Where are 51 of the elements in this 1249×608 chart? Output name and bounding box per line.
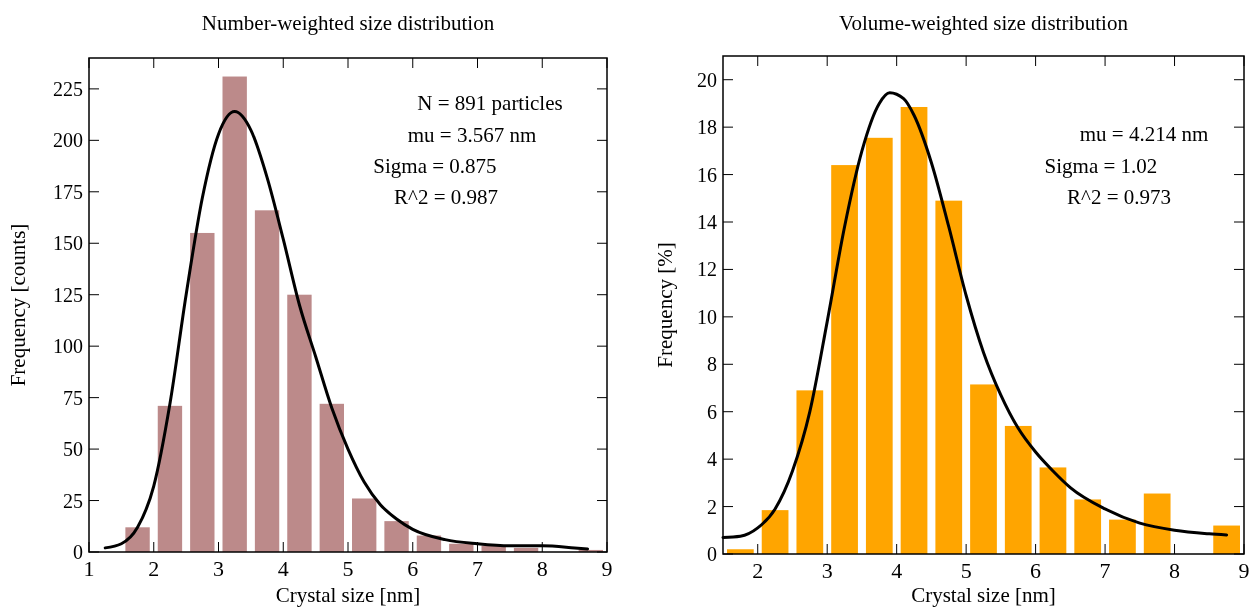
x-tick-label: 9: [1238, 558, 1249, 583]
x-tick-label: 8: [536, 556, 548, 581]
x-tick-label: 2: [752, 558, 764, 583]
x-tick-label: 6: [407, 556, 419, 581]
annotation: N = 891 particles: [417, 91, 563, 115]
y-tick-label: 225: [53, 77, 83, 100]
y-tick-label: 25: [63, 489, 83, 512]
x-tick-label: 4: [891, 558, 903, 583]
x-tick-label: 5: [960, 558, 972, 583]
y-tick-label: 2: [707, 495, 717, 518]
y-tick-label: 100: [53, 335, 83, 358]
y-tick-label: 0: [707, 543, 717, 565]
y-tick-label: 50: [63, 438, 83, 461]
x-axis-title: Crystal size [nm]: [275, 583, 421, 607]
y-tick-label: 10: [697, 305, 717, 328]
y-tick-label: 18: [697, 116, 717, 139]
y-tick-label: 8: [707, 353, 717, 376]
y-tick-label: 4: [707, 448, 717, 471]
x-tick-label: 9: [601, 556, 613, 581]
x-tick-label: 7: [1099, 558, 1111, 583]
annotation: mu = 3.567 nm: [407, 123, 537, 147]
chart-title: Volume-weighted size distribution: [839, 11, 1129, 35]
annotation: mu = 4.214 nm: [1079, 122, 1209, 146]
y-tick-label: 75: [63, 386, 83, 409]
x-axis-title: Crystal size [nm]: [911, 583, 1056, 607]
y-axis-title: Frequency [counts]: [6, 223, 30, 387]
y-tick-label: 14: [697, 211, 717, 233]
annotation: Sigma = 0.875: [373, 154, 497, 178]
x-tick-label: 3: [821, 558, 833, 583]
y-tick-label: 12: [697, 258, 717, 281]
x-tick-label: 6: [1030, 558, 1042, 583]
x-tick-label: 7: [472, 556, 483, 581]
y-tick-label: 6: [707, 400, 717, 423]
annotation: Sigma = 1.02: [1044, 154, 1158, 178]
chart-title: Number-weighted size distribution: [201, 11, 495, 35]
annotation: R^2 = 0.973: [1067, 185, 1171, 209]
annotation: R^2 = 0.987: [394, 185, 498, 209]
y-tick-label: 20: [697, 68, 717, 91]
x-tick-label: 2: [148, 556, 160, 581]
x-tick-label: 4: [277, 556, 289, 581]
x-tick-label: 8: [1169, 558, 1181, 583]
x-tick-label: 3: [213, 556, 224, 581]
y-tick-label: 200: [53, 129, 83, 152]
y-axis-title: Frequency [%]: [653, 242, 677, 368]
y-tick-label: 16: [697, 163, 717, 186]
y-tick-label: 0: [73, 541, 83, 563]
y-tick-label: 150: [53, 232, 83, 255]
y-tick-label: 125: [53, 283, 83, 306]
x-tick-label: 5: [342, 556, 354, 581]
y-tick-label: 175: [53, 180, 83, 203]
x-tick-label: 1: [83, 556, 95, 581]
